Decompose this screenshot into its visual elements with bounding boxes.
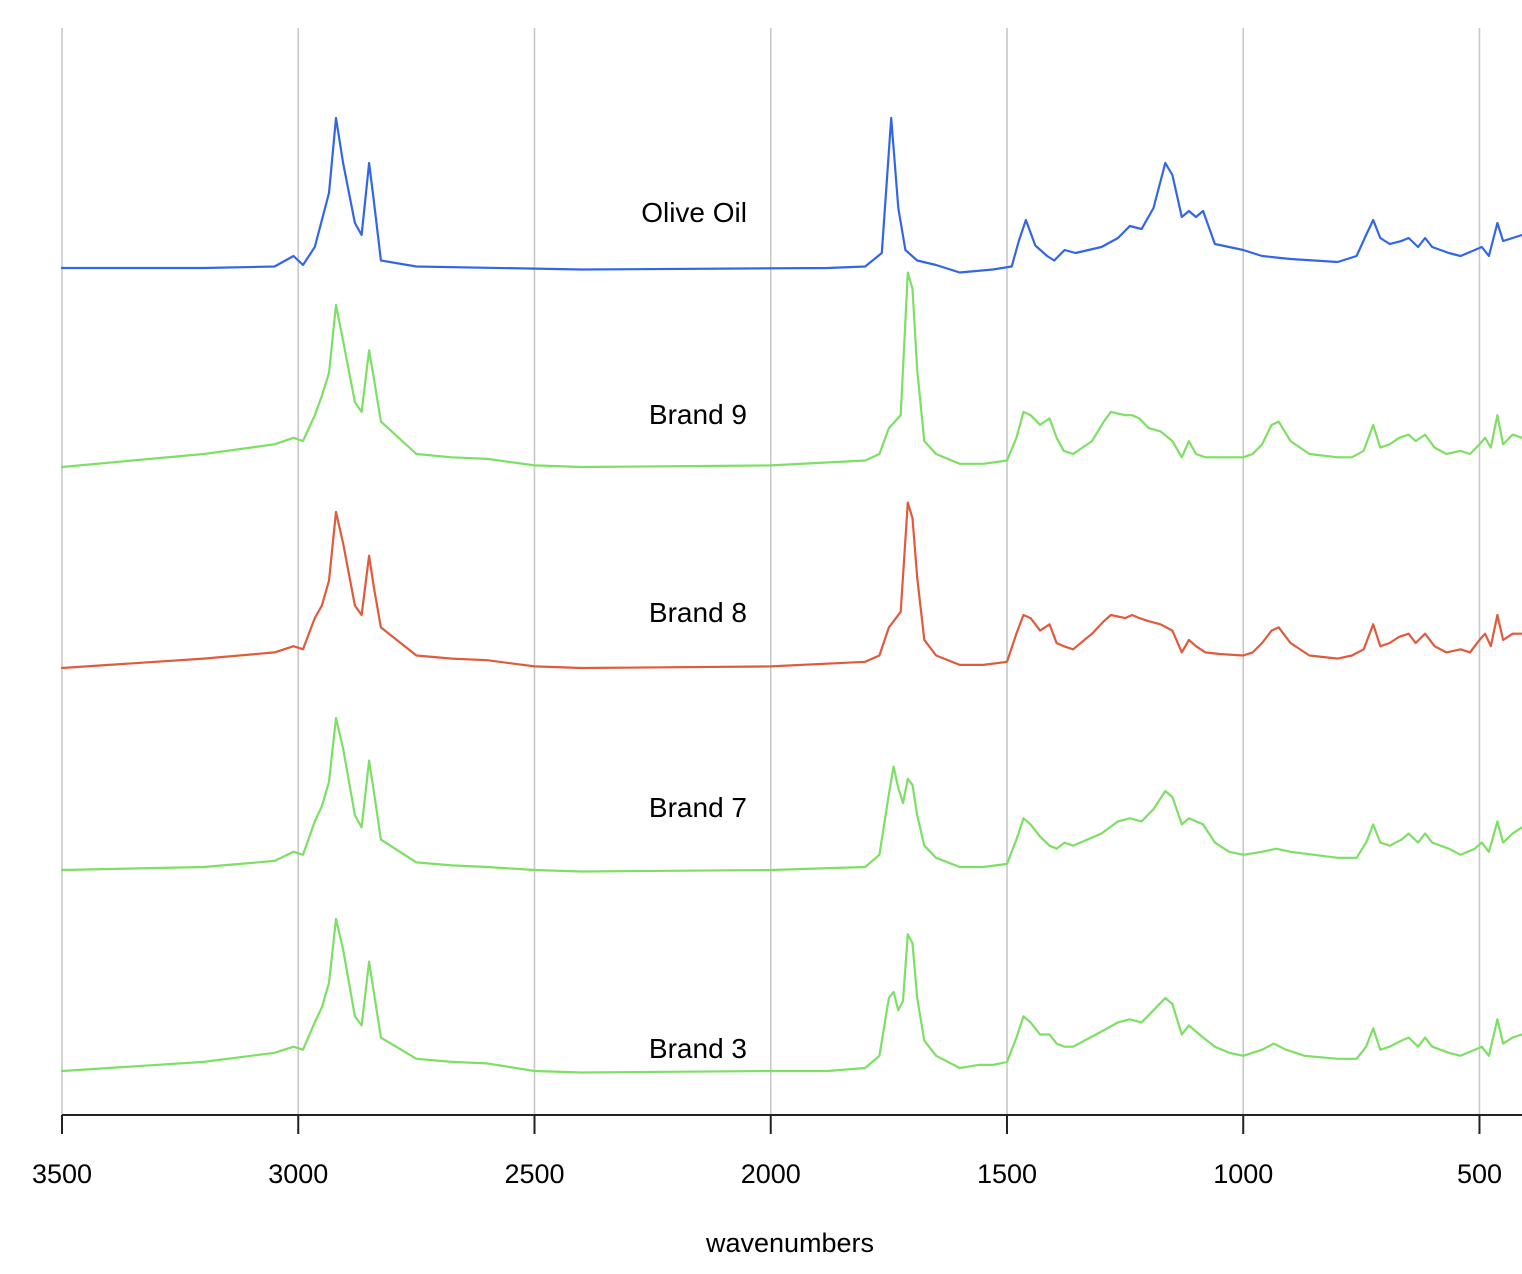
- x-tick-label-3500: 3500: [32, 1159, 92, 1189]
- series-label-olive-oil: Olive Oil: [641, 197, 747, 228]
- x-axis-title: wavenumbers: [705, 1228, 874, 1258]
- series-label-brand-7: Brand 7: [649, 792, 747, 823]
- x-tick-label-500: 500: [1457, 1159, 1502, 1189]
- series-line-olive-oil: [60, 116, 1522, 274]
- plot-area: [60, 116, 1522, 1074]
- x-tick-label-1000: 1000: [1213, 1159, 1273, 1189]
- series-label-brand-3: Brand 3: [649, 1033, 747, 1064]
- series-label-brand-8: Brand 8: [649, 597, 747, 628]
- gridlines: [61, 28, 1481, 1115]
- x-tick-label-3000: 3000: [268, 1159, 328, 1189]
- series-line-brand-3: [60, 917, 1522, 1074]
- x-tick-label-2500: 2500: [504, 1159, 564, 1189]
- series-line-brand-8: [60, 501, 1522, 670]
- series-labels: Olive Oil Brand 9 Brand 8 Brand 7 Brand 3: [641, 197, 747, 1064]
- series-label-brand-9: Brand 9: [649, 399, 747, 430]
- x-tick-label-1500: 1500: [977, 1159, 1037, 1189]
- x-axis: 3500 3000 2500 2000 1500 1000 500: [32, 1114, 1522, 1189]
- x-tick-label-2000: 2000: [741, 1159, 801, 1189]
- series-line-brand-9: [60, 271, 1522, 469]
- series-line-brand-7: [60, 716, 1522, 873]
